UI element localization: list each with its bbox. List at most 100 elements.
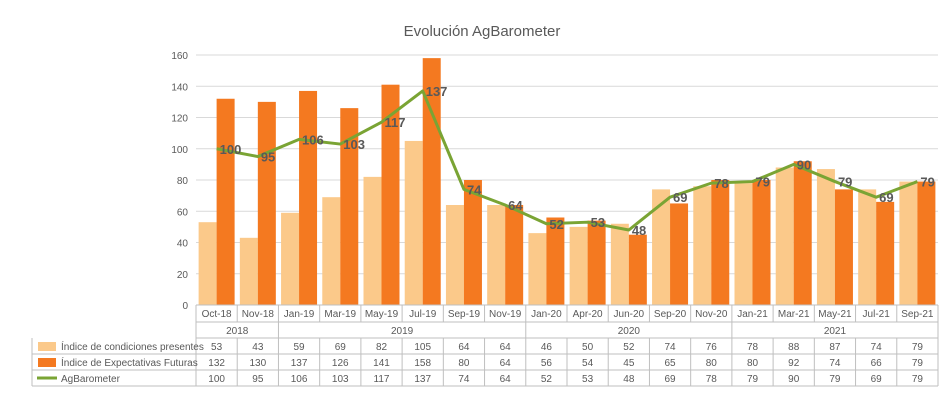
bar-condiciones-presentes	[487, 205, 506, 305]
bar-expectativas-futuras	[834, 189, 853, 305]
bar-condiciones-presentes	[734, 183, 753, 305]
bar-expectativas-futuras	[670, 203, 689, 305]
table-cell: 95	[252, 374, 264, 385]
table-cell: 80	[706, 358, 718, 369]
table-cell: 52	[541, 374, 553, 385]
line-data-label: 64	[508, 198, 523, 213]
table-cell: 132	[208, 358, 225, 369]
line-data-label: 78	[714, 176, 728, 191]
line-data-label: 79	[838, 175, 852, 190]
bar-condiciones-presentes	[693, 186, 712, 305]
table-cell: 76	[706, 342, 718, 353]
bar-condiciones-presentes	[816, 169, 835, 305]
legend-label: Índice de condiciones presentes	[61, 340, 204, 353]
y-tick-label: 40	[177, 239, 189, 250]
y-tick-label: 120	[171, 114, 188, 125]
table-cell: 53	[211, 342, 223, 353]
table-cell: 82	[376, 342, 388, 353]
y-tick-label: 100	[171, 145, 188, 156]
bar-expectativas-futuras	[257, 101, 276, 305]
table-cell: 78	[706, 374, 718, 385]
bar-condiciones-presentes	[239, 237, 258, 305]
table-cell: 87	[829, 342, 841, 353]
bar-expectativas-futuras	[216, 98, 235, 305]
table-cell: 92	[788, 358, 800, 369]
chart-title: Evolución AgBarometer	[404, 23, 561, 40]
table-cell: 79	[912, 342, 924, 353]
line-data-label: 95	[261, 150, 275, 165]
bar-expectativas-futuras	[876, 201, 895, 305]
line-data-label: 79	[920, 175, 934, 190]
table-cell: 100	[208, 374, 225, 385]
line-data-label: 100	[220, 142, 242, 157]
x-tick-label: Oct-18	[202, 309, 232, 320]
bar-expectativas-futuras	[546, 217, 565, 305]
line-data-label: 90	[797, 157, 811, 172]
legend-key	[38, 358, 56, 367]
table-cell: 79	[912, 358, 924, 369]
year-label: 2021	[824, 326, 847, 337]
table-cell: 64	[500, 342, 512, 353]
table-cell: 65	[664, 358, 676, 369]
x-tick-label: May-21	[818, 309, 852, 320]
bar-expectativas-futuras	[711, 180, 730, 305]
bar-condiciones-presentes	[569, 226, 588, 305]
table-cell: 158	[414, 358, 431, 369]
table-cell: 80	[458, 358, 470, 369]
bars	[198, 58, 936, 305]
line-data-label: 53	[591, 215, 605, 230]
line-data-label: 69	[879, 190, 893, 205]
line-data-label: 79	[756, 175, 770, 190]
bar-expectativas-futuras	[587, 220, 606, 305]
y-tick-label: 140	[171, 82, 188, 93]
table-cell: 45	[623, 358, 635, 369]
bar-condiciones-presentes	[404, 140, 423, 305]
line-data-label: 48	[632, 223, 646, 238]
gridlines	[196, 54, 938, 306]
x-tick-label: Jun-20	[614, 309, 645, 320]
table-cell: 64	[500, 374, 512, 385]
table-cell: 74	[829, 358, 841, 369]
y-tick-label: 20	[177, 270, 189, 281]
line-data-label: 103	[343, 137, 365, 152]
line-data-label: 106	[302, 132, 324, 147]
bar-expectativas-futuras	[793, 161, 812, 305]
y-axis: 0 20 40 60 80 100 120 140 160	[171, 51, 188, 312]
x-tick-label: Nov-19	[489, 309, 522, 320]
x-tick-label: Sep-21	[901, 309, 934, 320]
table-cell: 66	[871, 358, 883, 369]
table-cell: 64	[500, 358, 512, 369]
x-tick-label: Jan-20	[531, 309, 562, 320]
bar-condiciones-presentes	[610, 223, 629, 305]
table-cell: 90	[788, 374, 800, 385]
table-cell: 74	[458, 374, 470, 385]
table-cell: 79	[747, 374, 759, 385]
bar-expectativas-futuras	[505, 205, 524, 305]
year-label: 2020	[618, 326, 641, 337]
bar-expectativas-futuras	[340, 108, 359, 305]
line-data-label: 69	[673, 190, 687, 205]
line-data-label: 137	[426, 84, 448, 99]
table-cell: 78	[747, 342, 759, 353]
table-cell: 137	[291, 358, 308, 369]
bar-expectativas-futuras	[917, 181, 936, 305]
table-cell: 50	[582, 342, 594, 353]
bar-condiciones-presentes	[322, 197, 341, 305]
table-cell: 52	[623, 342, 635, 353]
bar-expectativas-futuras	[381, 84, 400, 305]
table-cell: 117	[374, 374, 390, 385]
x-tick-label: Nov-18	[242, 309, 275, 320]
line-data-labels: 100 95 106 103 117 137 74 64 52 53 48 69 78 79 90 79 69 7…	[220, 84, 935, 238]
bar-expectativas-futuras	[628, 234, 647, 305]
table-cell: 130	[249, 358, 266, 369]
table-cell: 54	[582, 358, 594, 369]
table-cell: 137	[414, 374, 431, 385]
table-cell: 69	[664, 374, 676, 385]
table-cell: 106	[291, 374, 308, 385]
line-data-label: 52	[549, 217, 563, 232]
bar-condiciones-presentes	[363, 176, 382, 305]
x-tick-label: Jul-21	[863, 309, 891, 320]
table-cell: 69	[335, 342, 347, 353]
table-cell: 141	[373, 358, 390, 369]
